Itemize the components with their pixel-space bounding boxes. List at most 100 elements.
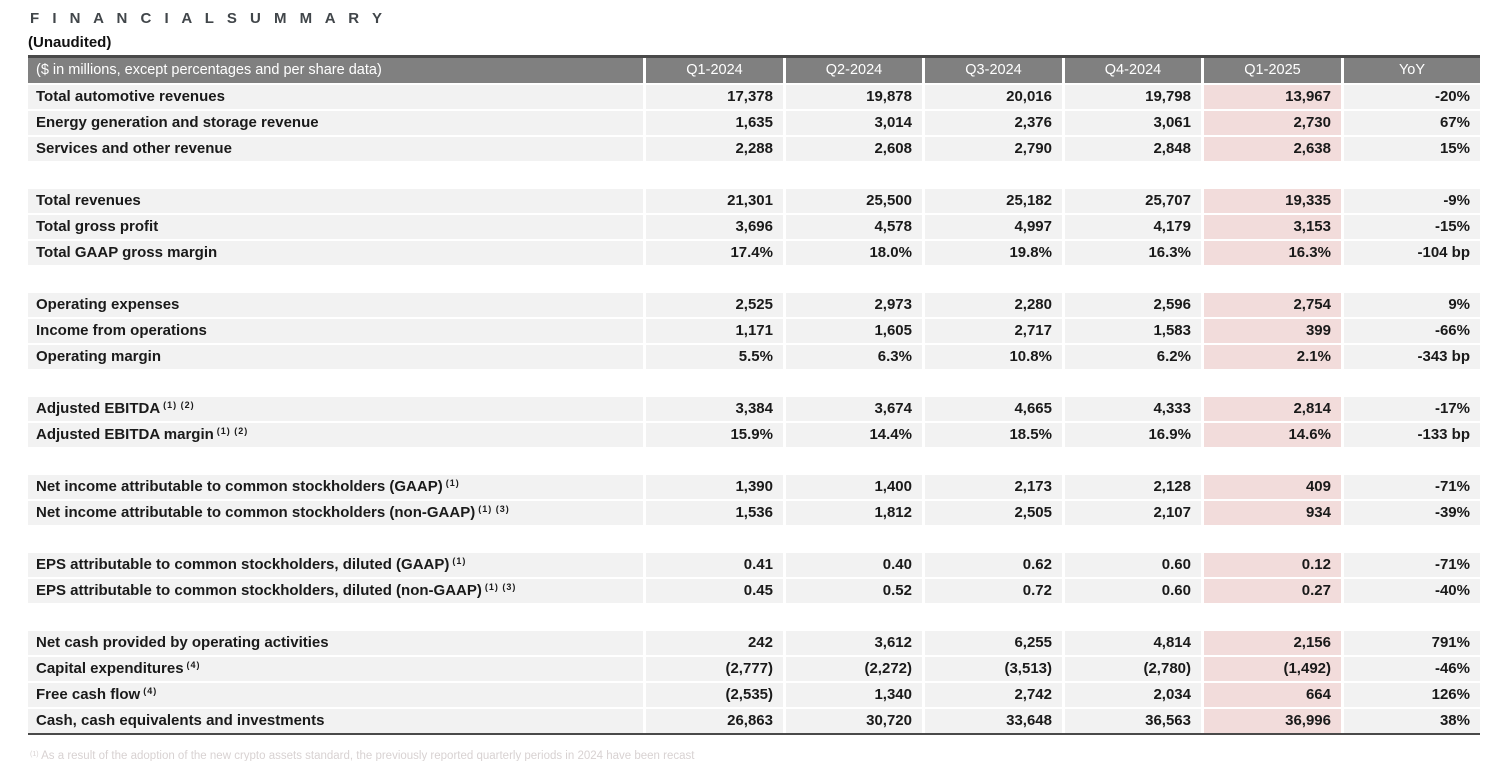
table-row: Income from operations 1,171 1,605 2,717 1,5…: [28, 319, 1480, 343]
row-label: Total automotive revenues: [28, 85, 643, 109]
cell-value: 4,333: [1065, 397, 1201, 421]
page-subtitle: (Unaudited): [28, 34, 112, 51]
table-row: Operating expenses 2,525 2,973 2,280 2,596 2,…: [28, 293, 1480, 317]
cell-value: 13,967: [1204, 85, 1341, 109]
cell-value: 18.5%: [925, 423, 1062, 447]
cell-value: -20%: [1344, 85, 1480, 109]
row-label: EPS attributable to common stockholders,…: [28, 553, 643, 577]
cell-value: 0.62: [925, 553, 1062, 577]
cell-value: 2,034: [1065, 683, 1201, 707]
page-title: F I N A N C I A L S U M M A R Y: [30, 10, 387, 27]
table-row: Total GAAP gross margin 17.4% 18.0% 19.8% 16…: [28, 241, 1480, 265]
cell-value: 2,156: [1204, 631, 1341, 655]
cell-value: 14.4%: [786, 423, 922, 447]
row-label: Operating margin: [28, 345, 643, 369]
cell-value: 2,376: [925, 111, 1062, 135]
table-row: Net income attributable to common stockh…: [28, 475, 1480, 499]
cell-value: -71%: [1344, 553, 1480, 577]
table-row: EPS attributable to common stockholders,…: [28, 579, 1480, 603]
cell-value: 19,878: [786, 85, 922, 109]
cell-value: 33,648: [925, 709, 1062, 733]
cell-value: 9%: [1344, 293, 1480, 317]
cell-value: 664: [1204, 683, 1341, 707]
cell-value: 2,107: [1065, 501, 1201, 525]
footnote: (1) As a result of the adoption of the n…: [30, 750, 694, 761]
cell-value: 19,335: [1204, 189, 1341, 213]
cell-value: -39%: [1344, 501, 1480, 525]
footnote-reference: (1) (3): [484, 582, 517, 592]
row-label: Capital expenditures (4): [28, 657, 643, 681]
cell-value: 1,583: [1065, 319, 1201, 343]
cell-value: 16.3%: [1204, 241, 1341, 265]
row-label: Total GAAP gross margin: [28, 241, 643, 265]
cell-value: 0.45: [646, 579, 783, 603]
cell-value: 3,696: [646, 215, 783, 239]
cell-value: 2,638: [1204, 137, 1341, 161]
cell-value: 4,578: [786, 215, 922, 239]
cell-value: 6.2%: [1065, 345, 1201, 369]
cell-value: 2,173: [925, 475, 1062, 499]
cell-value: -40%: [1344, 579, 1480, 603]
cell-value: 67%: [1344, 111, 1480, 135]
cell-value: 25,182: [925, 189, 1062, 213]
row-label: EPS attributable to common stockholders,…: [28, 579, 643, 603]
cell-value: 399: [1204, 319, 1341, 343]
cell-value: 3,014: [786, 111, 922, 135]
cell-value: 2,288: [646, 137, 783, 161]
cell-value: 36,996: [1204, 709, 1341, 733]
cell-value: 2,596: [1065, 293, 1201, 317]
footnote-superscript: (1): [30, 751, 39, 758]
table-row: Total revenues 21,301 25,500 25,182 25,707 19…: [28, 189, 1480, 213]
cell-value: 4,179: [1065, 215, 1201, 239]
cell-value: 2,717: [925, 319, 1062, 343]
row-label: Cash, cash equivalents and investments: [28, 709, 643, 733]
cell-value: 242: [646, 631, 783, 655]
cell-value: 1,400: [786, 475, 922, 499]
row-label: Income from operations: [28, 319, 643, 343]
cell-value: 934: [1204, 501, 1341, 525]
table-row: EPS attributable to common stockholders,…: [28, 553, 1480, 577]
cell-value: 10.8%: [925, 345, 1062, 369]
cell-value: 16.9%: [1065, 423, 1201, 447]
cell-value: 3,612: [786, 631, 922, 655]
spacer-row: [28, 605, 1480, 629]
cell-value: 2,848: [1065, 137, 1201, 161]
cell-value: (2,780): [1065, 657, 1201, 681]
table-row: Free cash flow (4) (2,535) 1,340 2,742 2,034 6…: [28, 683, 1480, 707]
cell-value: 20,016: [925, 85, 1062, 109]
table-row: Operating margin 5.5% 6.3% 10.8% 6.2% 2.1% -34…: [28, 345, 1480, 369]
cell-value: 26,863: [646, 709, 783, 733]
cell-value: (2,777): [646, 657, 783, 681]
cell-value: 3,153: [1204, 215, 1341, 239]
cell-value: 25,500: [786, 189, 922, 213]
cell-value: 19.8%: [925, 241, 1062, 265]
table-row: Net cash provided by operating activitie…: [28, 631, 1480, 655]
footnote-reference: (4): [186, 660, 201, 670]
footnote-reference: (1) (2): [163, 400, 195, 410]
cell-value: 2,814: [1204, 397, 1341, 421]
table-row: Adjusted EBITDA (1) (2) 3,384 3,674 4,665 4,3…: [28, 397, 1480, 421]
cell-value: 36,563: [1065, 709, 1201, 733]
cell-value: -15%: [1344, 215, 1480, 239]
table-row: Total automotive revenues 17,378 19,878 20,…: [28, 85, 1480, 109]
table-header-label: ($ in millions, except percentages and p…: [28, 58, 643, 83]
cell-value: (3,513): [925, 657, 1062, 681]
cell-value: 3,384: [646, 397, 783, 421]
footnote-reference: (1): [445, 478, 460, 488]
cell-value: 30,720: [786, 709, 922, 733]
cell-value: 2,505: [925, 501, 1062, 525]
table-body: Total automotive revenues 17,378 19,878 20,…: [28, 85, 1480, 733]
cell-value: 2,754: [1204, 293, 1341, 317]
cell-value: 126%: [1344, 683, 1480, 707]
cell-value: 4,665: [925, 397, 1062, 421]
cell-value: 19,798: [1065, 85, 1201, 109]
cell-value: 15%: [1344, 137, 1480, 161]
table-row: Capital expenditures (4) (2,777) (2,272) (3,…: [28, 657, 1480, 681]
cell-value: 4,814: [1065, 631, 1201, 655]
cell-value: 14.6%: [1204, 423, 1341, 447]
cell-value: 2,525: [646, 293, 783, 317]
cell-value: 1,390: [646, 475, 783, 499]
footnote-reference: (4): [143, 686, 158, 696]
cell-value: 0.27: [1204, 579, 1341, 603]
row-label: Services and other revenue: [28, 137, 643, 161]
